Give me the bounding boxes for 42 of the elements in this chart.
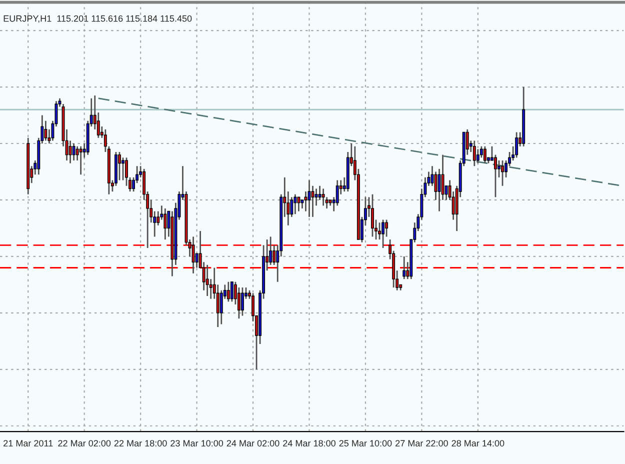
candlestick xyxy=(322,188,325,206)
candlestick xyxy=(72,142,76,162)
x-tick-label: 24 Mar 02:00 xyxy=(226,440,280,446)
candlestick xyxy=(272,244,276,266)
candlestick xyxy=(122,156,124,181)
x-tick-label: 24 Mar 18:00 xyxy=(283,440,336,446)
candlestick xyxy=(297,196,300,212)
candlestick xyxy=(294,194,297,215)
candlestick xyxy=(476,148,480,164)
candlestick xyxy=(498,160,500,178)
candlestick xyxy=(44,120,48,142)
x-tick-label: 27 Mar 22:00 xyxy=(396,440,448,446)
candlestick xyxy=(118,151,121,181)
candlestick xyxy=(226,281,230,302)
x-tick-label: 22 Mar 18:00 xyxy=(114,440,167,446)
x-tick-label: 22 Mar 02:00 xyxy=(58,440,111,446)
candlestick xyxy=(382,219,385,249)
candlestick xyxy=(314,188,318,206)
candlestick xyxy=(164,208,167,240)
chart-title: EURJPY,H1 115.201 115.616 115.184 115.450 xyxy=(4,15,192,23)
candlestick xyxy=(378,222,381,240)
candlestick xyxy=(125,156,128,187)
x-tick-label: 23 Mar 10:00 xyxy=(170,440,224,446)
candlestick xyxy=(68,140,72,164)
candlestick xyxy=(515,132,518,158)
candlestick xyxy=(402,256,406,280)
candlestick xyxy=(240,286,244,316)
x-tick-label: 28 Mar 14:00 xyxy=(452,440,504,446)
candlestick xyxy=(501,160,504,187)
x-tick-label: 25 Mar 10:00 xyxy=(339,440,392,446)
candlestick xyxy=(308,180,311,218)
candlestick xyxy=(472,140,476,167)
candlestick xyxy=(230,281,234,302)
candlestick xyxy=(371,194,374,238)
candlestick xyxy=(494,154,497,198)
candlestick xyxy=(304,190,308,212)
x-tick-label: 21 Mar 2011 xyxy=(4,440,53,446)
candlestick xyxy=(318,185,322,201)
candlestick xyxy=(385,219,388,238)
candlestick xyxy=(483,146,486,164)
candlestick xyxy=(79,146,82,176)
candlestick xyxy=(206,264,209,297)
